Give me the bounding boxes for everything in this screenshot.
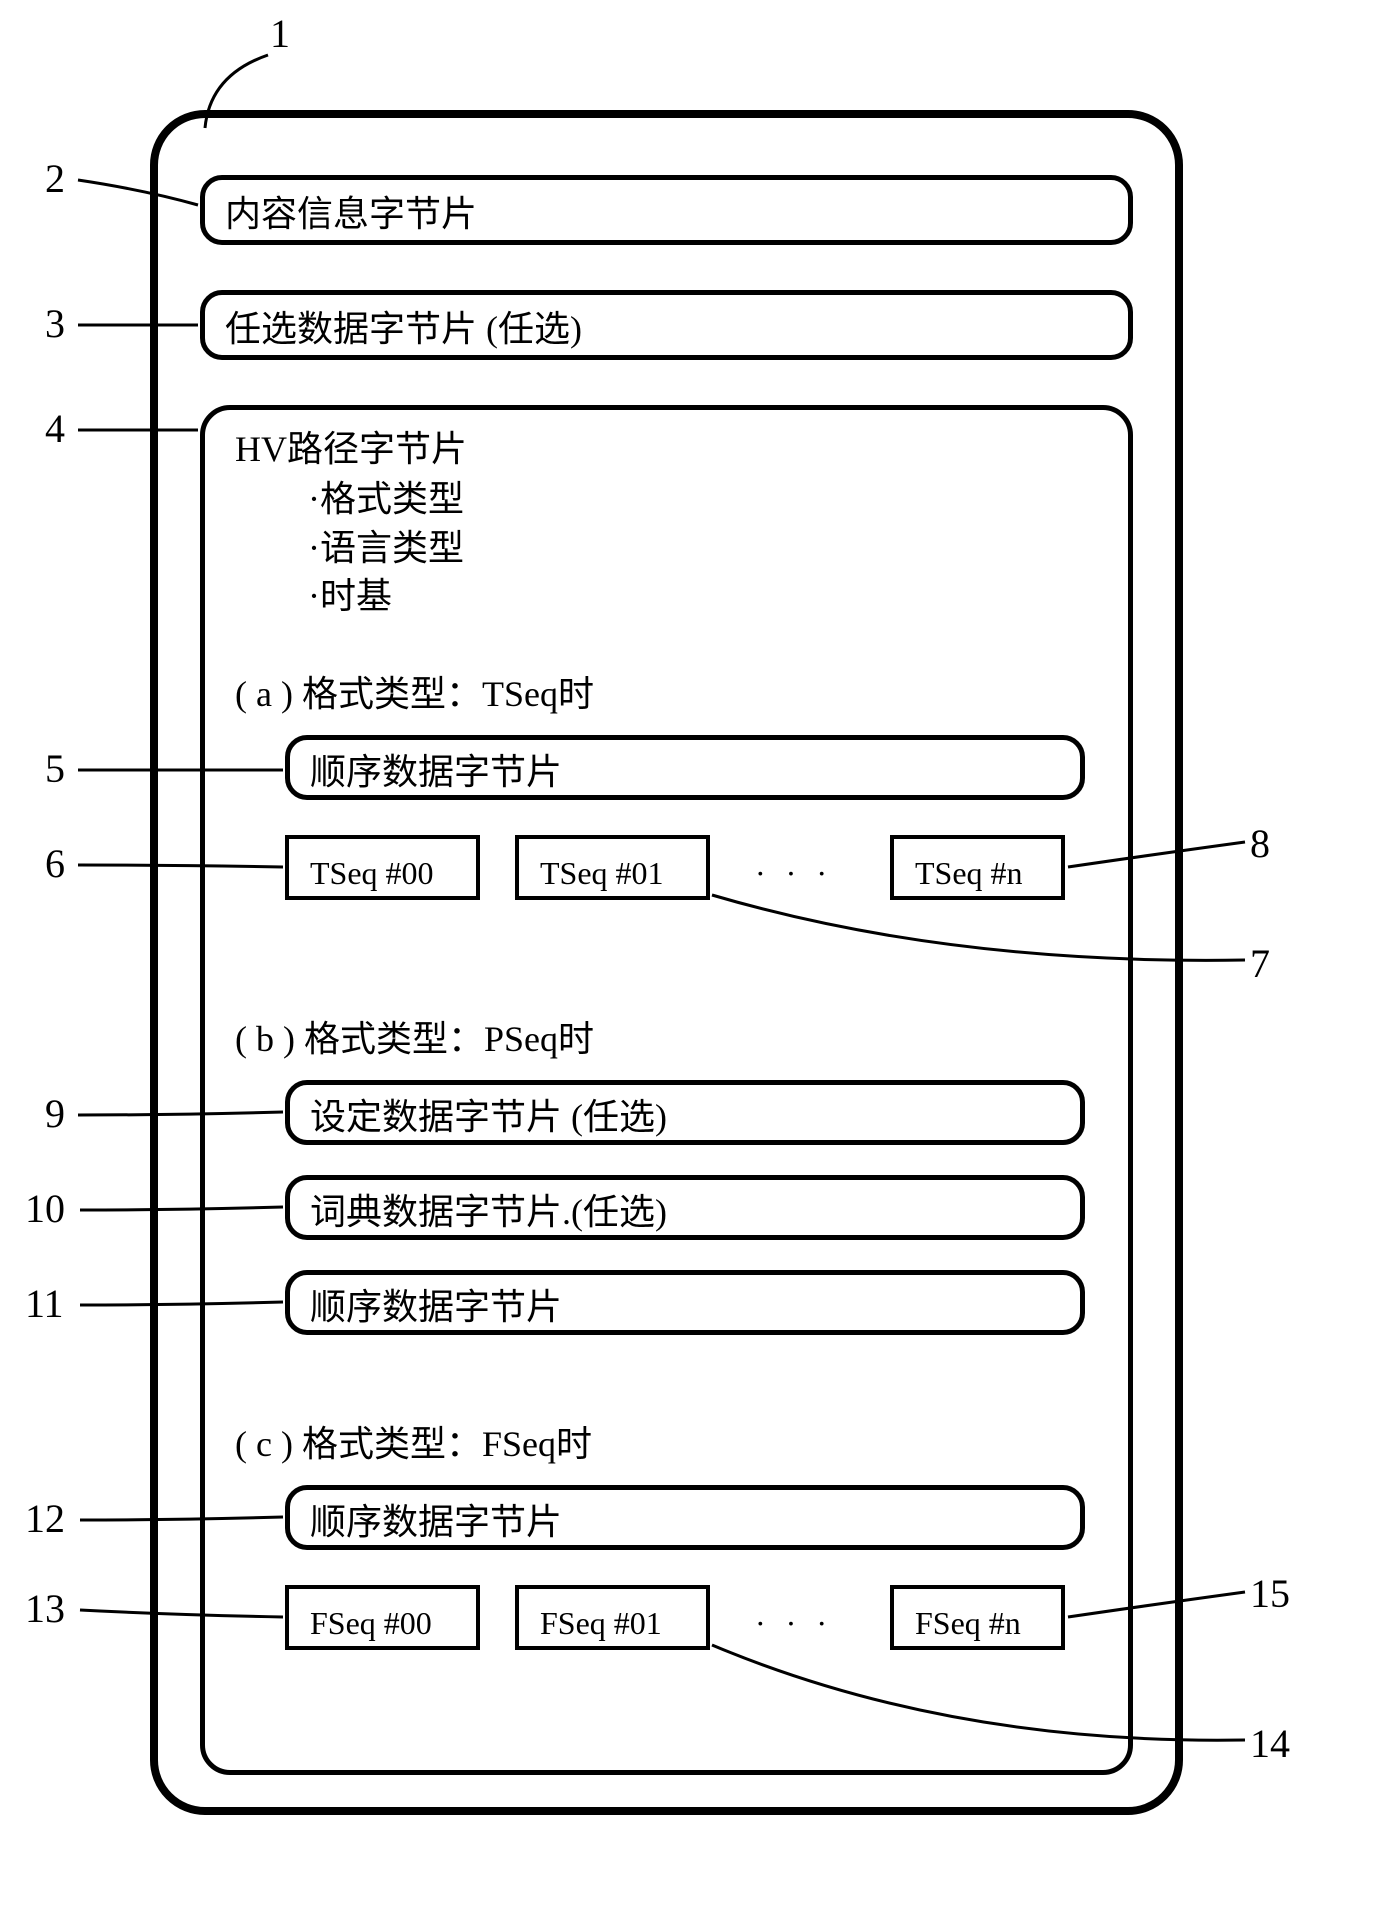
callout-12: 12 xyxy=(25,1495,65,1542)
hv-path-bullets: ·格式类型 ·语言类型 ·时基 xyxy=(290,475,464,621)
slip-seq-data-a-label: 顺序数据字节片 xyxy=(310,748,562,797)
tseq-n-label: TSeq #n xyxy=(915,852,1023,895)
callout-3: 3 xyxy=(45,300,65,347)
hv-path-title: HV路径字节片 xyxy=(235,425,467,474)
callout-5: 5 xyxy=(45,745,65,792)
diagram-canvas: 内容信息字节片 任选数据字节片 (任选) HV路径字节片 ·格式类型 ·语言类型… xyxy=(0,0,1376,1916)
callout-10: 10 xyxy=(25,1185,65,1232)
fseq-01-label: FSeq #01 xyxy=(540,1602,662,1645)
section-a-heading: ( a ) 格式类型：TSeq时 xyxy=(235,670,594,719)
slip-content-info-label: 内容信息字节片 xyxy=(225,190,477,239)
slip-seq-data-b-label: 顺序数据字节片 xyxy=(310,1283,562,1332)
callout-9: 9 xyxy=(45,1090,65,1137)
callout-14: 14 xyxy=(1250,1720,1290,1767)
slip-setting-data-label: 设定数据字节片 (任选) xyxy=(310,1093,667,1142)
slip-dict-data-label: 词典数据字节片.(任选) xyxy=(310,1188,667,1237)
callout-4: 4 xyxy=(45,405,65,452)
fseq-00-label: FSeq #00 xyxy=(310,1602,432,1645)
callout-7: 7 xyxy=(1250,940,1270,987)
tseq-00-label: TSeq #00 xyxy=(310,852,434,895)
callout-15: 15 xyxy=(1250,1570,1290,1617)
callout-2: 2 xyxy=(45,155,65,202)
section-c-heading: ( c ) 格式类型：FSeq时 xyxy=(235,1420,592,1469)
tseq-dots: · · · xyxy=(755,852,833,895)
fseq-n-label: FSeq #n xyxy=(915,1602,1021,1645)
callout-6: 6 xyxy=(45,840,65,887)
callout-8: 8 xyxy=(1250,820,1270,867)
section-b-heading: ( b ) 格式类型：PSeq时 xyxy=(235,1015,594,1064)
slip-optional-data-label: 任选数据字节片 (任选) xyxy=(225,305,582,354)
callout-11: 11 xyxy=(25,1280,64,1327)
callout-1: 1 xyxy=(270,10,290,57)
tseq-01-label: TSeq #01 xyxy=(540,852,664,895)
fseq-dots: · · · xyxy=(755,1602,833,1645)
slip-seq-data-c-label: 顺序数据字节片 xyxy=(310,1498,562,1547)
callout-13: 13 xyxy=(25,1585,65,1632)
